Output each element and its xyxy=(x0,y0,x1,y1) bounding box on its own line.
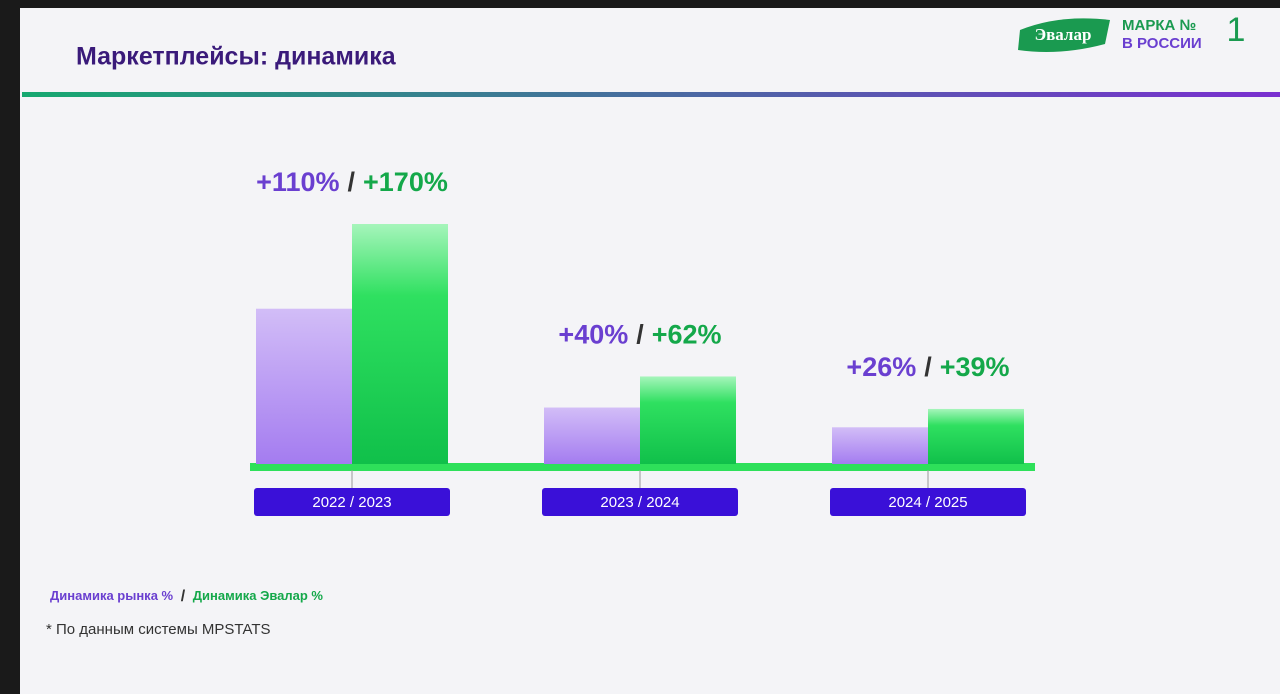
category-box xyxy=(542,488,738,516)
bar xyxy=(256,308,352,464)
value-label-market: +40% xyxy=(558,320,628,350)
category-box xyxy=(254,488,450,516)
value-label-market: +26% xyxy=(846,352,916,382)
baseline xyxy=(250,463,1035,471)
value-label: +110% / +170% xyxy=(256,167,448,197)
logo-brand: Эвалар xyxy=(1035,25,1092,44)
bar xyxy=(640,376,736,464)
value-label: +26% / +39% xyxy=(846,352,1009,382)
value-label: +40% / +62% xyxy=(558,320,721,350)
logo-shape xyxy=(1018,18,1110,52)
value-label-brand: +62% xyxy=(652,320,722,350)
footnote: * По данным системы MPSTATS xyxy=(46,621,271,638)
category-box xyxy=(830,488,1026,516)
legend-entry: Динамика Эвалар % xyxy=(193,588,324,603)
bar xyxy=(928,408,1024,464)
value-label-separator: / xyxy=(924,352,932,382)
legend-entry: Динамика рынка % xyxy=(50,588,174,603)
header-line xyxy=(22,92,1280,97)
logo-line2: В РОССИИ xyxy=(1122,35,1202,52)
logo-line1: МАРКА № xyxy=(1122,17,1196,34)
bar xyxy=(544,407,640,464)
logo-number: 1 xyxy=(1227,11,1246,49)
value-label-brand: +39% xyxy=(940,352,1010,382)
bar xyxy=(352,224,448,464)
bar xyxy=(832,427,928,464)
title: Маркетплейсы: динамика xyxy=(76,43,397,71)
value-label-market: +110% xyxy=(256,167,339,197)
legend-separator: / xyxy=(181,588,186,605)
category-label: 2024 / 2025 xyxy=(888,494,967,511)
legend: Динамика рынка % / Динамика Эвалар % xyxy=(50,588,323,605)
category-label: 2022 / 2023 xyxy=(312,494,391,511)
value-label-separator: / xyxy=(348,167,356,197)
value-label-separator: / xyxy=(636,320,644,350)
slide-background xyxy=(20,8,1280,694)
category-label: 2023 / 2024 xyxy=(600,494,679,511)
value-label-brand: +170% xyxy=(363,167,448,197)
